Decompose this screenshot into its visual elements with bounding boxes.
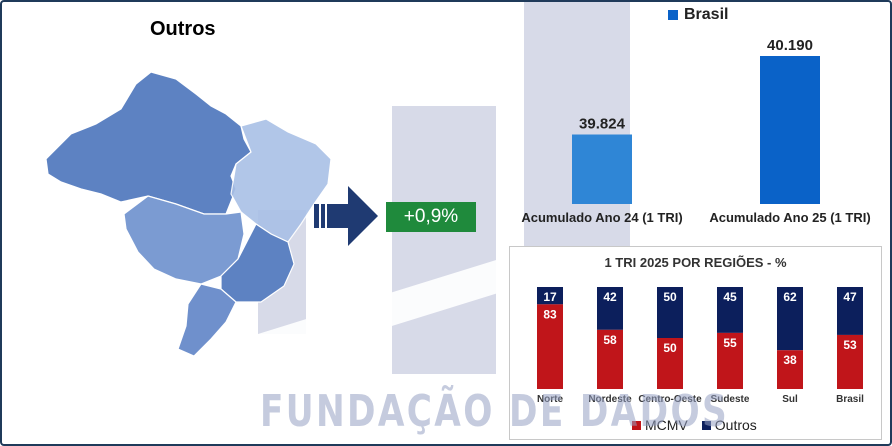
arrow-right-icon	[314, 186, 378, 246]
data-label-mcmv: 83	[543, 307, 557, 321]
legend-label-mcmv: MCMV	[645, 417, 688, 433]
bar-segment-mcmv	[657, 338, 683, 389]
bar-segment-outros	[717, 287, 743, 333]
bar-segment-mcmv	[537, 304, 563, 389]
bar-segment-mcmv	[777, 350, 803, 389]
deco-column	[524, 2, 630, 252]
growth-badge: +0,9%	[386, 202, 476, 232]
bar-segment-mcmv	[837, 334, 863, 389]
watermark: FUNDAÇÃO DE DADOS	[260, 386, 730, 437]
bar-segment-outros	[837, 287, 863, 335]
data-label-outros: 47	[843, 290, 857, 304]
data-label-outros: 62	[783, 290, 797, 304]
annual-legend-label: Brasil	[684, 6, 729, 23]
region-category-label: Centro-Oeste	[638, 394, 702, 405]
bar-segment-outros	[537, 287, 563, 305]
bar-segment-mcmv	[597, 329, 623, 389]
data-label-mcmv: 58	[603, 333, 617, 347]
data-label-mcmv: 50	[663, 341, 677, 355]
region-category-label: Sul	[782, 394, 798, 405]
annual-bar-chart: 39.824 Acumulado Ano 24 (1 TRI) 40.190 Acum…	[521, 37, 870, 225]
map-title: Outros	[150, 18, 216, 40]
bar-segment-outros	[777, 287, 803, 351]
bar-segment-outros	[657, 287, 683, 338]
annual-bar	[760, 56, 820, 204]
region-nordeste	[230, 118, 332, 243]
data-label-mcmv: 55	[723, 336, 737, 350]
region-norte	[45, 71, 252, 215]
data-label-mcmv: 53	[843, 338, 857, 352]
data-label-mcmv: 38	[783, 353, 797, 367]
legend-swatch-outros	[701, 421, 711, 430]
region-category-label: Nordeste	[588, 394, 632, 405]
legend-label-outros: Outros	[714, 417, 757, 433]
legend-swatch	[668, 10, 678, 20]
annual-bar	[572, 134, 632, 204]
region-category-label: Brasil	[836, 394, 864, 405]
regions-stacked-chart: 17 83 Norte 42 58 Nordeste 50 50 Centro-Oeste 45 5…	[537, 287, 864, 405]
regions-panel: 1 TRI 2025 POR REGIÕES - % 17 83 Norte 42 58…	[509, 246, 882, 440]
data-label-outros: 42	[603, 290, 617, 304]
annual-category-label: Acumulado Ano 24 (1 TRI)	[521, 210, 682, 225]
region-category-label: Norte	[537, 394, 564, 405]
legend-item-mcmv: MCMV	[632, 417, 688, 433]
annual-data-label: 40.190	[767, 37, 813, 54]
bar-segment-mcmv	[717, 332, 743, 389]
annual-legend: Brasil	[668, 6, 728, 24]
bar-segment-outros	[597, 287, 623, 330]
region-sul	[177, 283, 237, 357]
legend-swatch-mcmv	[632, 421, 641, 430]
region-category-label: Sudeste	[711, 394, 750, 405]
annual-category-label: Acumulado Ano 25 (1 TRI)	[709, 210, 870, 225]
regions-legend: MCMV Outros	[632, 417, 757, 433]
data-label-outros: 17	[543, 290, 557, 304]
legend-item-outros: Outros	[701, 417, 757, 433]
brazil-map	[45, 71, 332, 357]
regions-chart-title: 1 TRI 2025 POR REGIÕES - %	[604, 255, 787, 270]
region-sudeste	[220, 223, 295, 303]
data-label-outros: 45	[723, 290, 737, 304]
data-label-outros: 50	[663, 290, 677, 304]
deco-column	[392, 106, 496, 374]
annual-data-label: 39.824	[579, 116, 626, 133]
